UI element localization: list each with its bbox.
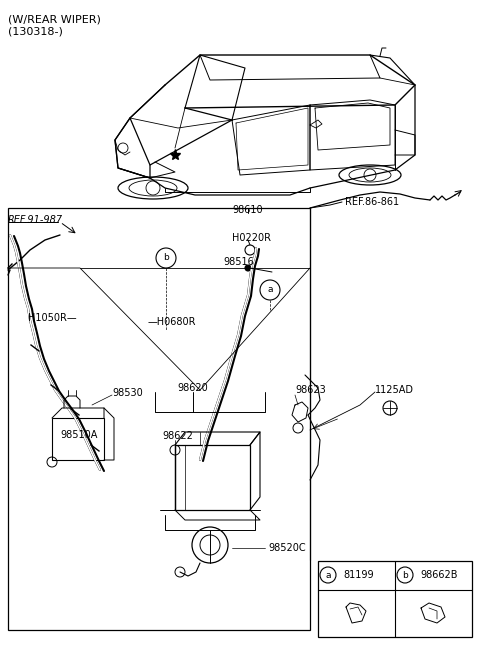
Bar bbox=[52, 418, 104, 460]
Text: (130318-): (130318-) bbox=[8, 26, 63, 36]
Text: 98530: 98530 bbox=[112, 388, 143, 398]
Text: H0220R: H0220R bbox=[232, 233, 271, 243]
Text: b: b bbox=[402, 570, 408, 579]
Text: 98610: 98610 bbox=[233, 205, 264, 215]
Text: 98520C: 98520C bbox=[268, 543, 306, 553]
Text: 98510A: 98510A bbox=[60, 430, 97, 440]
Text: REF.91-987: REF.91-987 bbox=[8, 215, 63, 225]
Text: a: a bbox=[267, 286, 273, 294]
Text: 98623: 98623 bbox=[295, 385, 326, 395]
Text: (W/REAR WIPER): (W/REAR WIPER) bbox=[8, 14, 101, 24]
Text: a: a bbox=[325, 570, 331, 579]
Text: H1050R—: H1050R— bbox=[28, 313, 77, 323]
Text: 98620: 98620 bbox=[178, 383, 208, 393]
Bar bbox=[318, 561, 472, 637]
Bar bbox=[8, 208, 310, 630]
Text: REF.86-861: REF.86-861 bbox=[345, 197, 399, 207]
Text: b: b bbox=[163, 254, 169, 262]
Text: 1125AD: 1125AD bbox=[375, 385, 414, 395]
Text: 98662B: 98662B bbox=[420, 570, 457, 580]
Text: —H0680R: —H0680R bbox=[148, 317, 196, 327]
Text: 98516: 98516 bbox=[223, 257, 254, 267]
Text: 81199: 81199 bbox=[343, 570, 373, 580]
Text: 98622: 98622 bbox=[162, 431, 193, 441]
Circle shape bbox=[245, 265, 251, 271]
Bar bbox=[175, 445, 250, 510]
